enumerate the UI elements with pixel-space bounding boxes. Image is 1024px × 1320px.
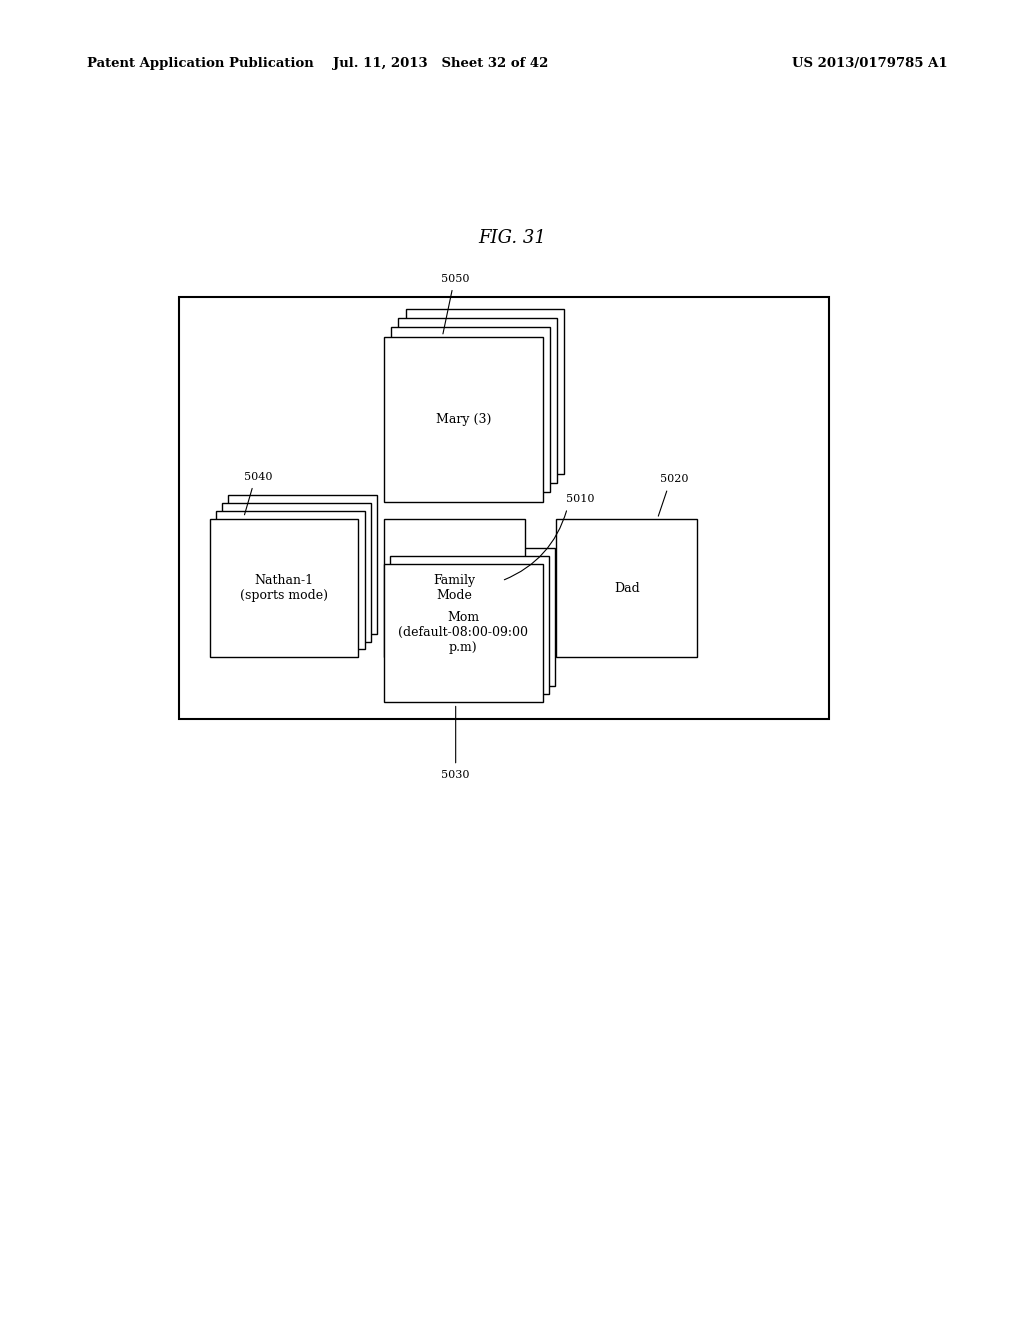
- Bar: [216, 511, 365, 649]
- Bar: [384, 337, 543, 502]
- Text: Mary (3): Mary (3): [435, 413, 492, 425]
- Text: US 2013/0179785 A1: US 2013/0179785 A1: [792, 57, 947, 70]
- Text: Jul. 11, 2013   Sheet 32 of 42: Jul. 11, 2013 Sheet 32 of 42: [333, 57, 548, 70]
- Bar: [179, 297, 829, 719]
- Bar: [384, 564, 543, 702]
- Bar: [391, 327, 550, 492]
- Bar: [210, 519, 358, 657]
- Bar: [556, 519, 697, 657]
- Bar: [384, 519, 525, 657]
- Text: FIG. 31: FIG. 31: [478, 228, 546, 247]
- Bar: [228, 495, 377, 634]
- Text: 5040: 5040: [244, 471, 272, 482]
- Text: 5050: 5050: [441, 273, 470, 284]
- Bar: [222, 503, 371, 642]
- Text: 5010: 5010: [566, 494, 595, 504]
- Text: Mom
(default-08:00-09:00
p.m): Mom (default-08:00-09:00 p.m): [398, 611, 528, 655]
- Bar: [406, 309, 564, 474]
- Text: 5020: 5020: [660, 474, 689, 484]
- Bar: [398, 318, 557, 483]
- Text: 5030: 5030: [441, 770, 470, 780]
- Text: Patent Application Publication: Patent Application Publication: [87, 57, 313, 70]
- Text: Nathan-1
(sports mode): Nathan-1 (sports mode): [241, 574, 328, 602]
- Text: Dad: Dad: [613, 582, 640, 594]
- Bar: [396, 548, 555, 686]
- Bar: [390, 556, 549, 694]
- Text: Family
Mode: Family Mode: [433, 574, 476, 602]
